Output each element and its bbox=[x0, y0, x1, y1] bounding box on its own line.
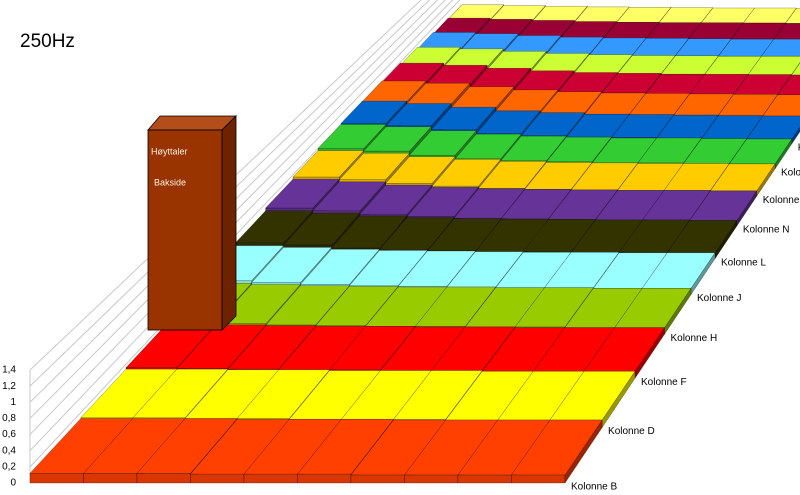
bar-front bbox=[136, 473, 191, 484]
bar-top bbox=[215, 284, 301, 324]
bar-top bbox=[176, 324, 267, 369]
series-label: Kolonne H bbox=[670, 333, 717, 344]
bar-top bbox=[791, 62, 800, 76]
bar-top bbox=[777, 74, 800, 96]
bar-front bbox=[190, 473, 245, 484]
y-tick-label: 0,4 bbox=[2, 445, 16, 456]
series-label: Kolonne R bbox=[781, 168, 800, 179]
box-side bbox=[221, 115, 237, 331]
series-label: Kolonne L bbox=[721, 257, 766, 268]
bar-top bbox=[475, 110, 541, 134]
bar-top bbox=[340, 100, 408, 124]
bar-front bbox=[297, 473, 352, 484]
bar-front bbox=[83, 473, 138, 484]
y-tick-label: 0,8 bbox=[2, 413, 16, 424]
bar-front bbox=[457, 474, 512, 484]
bar-top bbox=[227, 325, 317, 370]
bar-top bbox=[453, 188, 526, 219]
series-label: Kolonne D bbox=[608, 426, 655, 437]
grid-line bbox=[29, 0, 454, 435]
bar-top bbox=[297, 419, 395, 475]
bar-top bbox=[393, 370, 483, 420]
bar-top bbox=[546, 136, 612, 163]
series-label: Kolonne B bbox=[571, 482, 617, 493]
bar-front bbox=[29, 473, 84, 484]
grid-line bbox=[29, 0, 439, 403]
bar-top bbox=[431, 159, 502, 187]
bar-top bbox=[520, 112, 586, 136]
series-label: Kolonne N bbox=[743, 225, 790, 236]
series-label: Kolonne J bbox=[697, 293, 741, 304]
box-top bbox=[147, 115, 237, 131]
bar-top bbox=[785, 8, 800, 24]
bar-top bbox=[406, 186, 479, 217]
bar-top bbox=[618, 219, 691, 253]
bar-top bbox=[251, 247, 333, 283]
bar-top bbox=[454, 133, 522, 160]
y-tick-label: 0 bbox=[10, 478, 16, 489]
bar-top bbox=[299, 248, 380, 285]
bar-top bbox=[397, 250, 476, 287]
bar-top bbox=[511, 419, 603, 476]
bar-top bbox=[136, 418, 238, 474]
y-tick-label: 0,6 bbox=[2, 429, 16, 440]
bar-top bbox=[359, 184, 433, 215]
bar-top bbox=[430, 106, 497, 130]
y-tick-label: 1,4 bbox=[2, 365, 16, 376]
bar-top bbox=[385, 156, 456, 184]
bar-front bbox=[511, 474, 566, 484]
bar-top bbox=[514, 287, 594, 328]
y-tick-label: 1,2 bbox=[2, 381, 16, 392]
bar-top bbox=[329, 326, 416, 370]
bar-top bbox=[265, 285, 350, 326]
bar-top bbox=[317, 124, 387, 149]
bar-top bbox=[408, 130, 477, 156]
bar-top bbox=[637, 137, 702, 164]
bar-top bbox=[348, 250, 428, 286]
speaker-box: Høyttaler Bakside bbox=[147, 115, 237, 331]
bar-top bbox=[292, 150, 365, 178]
bar-front bbox=[350, 474, 405, 484]
grid-line bbox=[29, 0, 461, 452]
grid-line bbox=[29, 0, 446, 419]
grid-line bbox=[29, 0, 422, 371]
grid-line bbox=[29, 0, 431, 387]
bar-top bbox=[414, 286, 497, 327]
bar-top bbox=[611, 114, 675, 138]
plot: Kolonne AFKolonne ADKolonne ABKolonne ZK… bbox=[29, 4, 800, 493]
bar-top bbox=[500, 135, 567, 162]
bar-front bbox=[243, 473, 298, 484]
bar-top bbox=[265, 178, 340, 209]
bar-top bbox=[379, 217, 455, 251]
bar-top bbox=[331, 215, 408, 249]
bar-top bbox=[773, 23, 800, 40]
bar-top bbox=[235, 210, 314, 243]
chart-title: 250Hz bbox=[20, 31, 75, 52]
bar-top bbox=[132, 368, 229, 418]
bar-top bbox=[522, 219, 596, 252]
bar-top bbox=[315, 286, 399, 326]
bar-top bbox=[338, 152, 410, 180]
y-tick-label: 0,2 bbox=[2, 461, 16, 472]
bar-top bbox=[283, 212, 361, 246]
annotation: Bakside bbox=[154, 177, 186, 187]
bar-top bbox=[500, 189, 572, 219]
series-label: Kolonne P bbox=[763, 195, 800, 206]
bar-top bbox=[385, 103, 452, 127]
box-front bbox=[147, 129, 223, 331]
bar-top bbox=[478, 161, 547, 189]
series-label: Kolonne T bbox=[798, 143, 800, 154]
bar-top bbox=[312, 181, 387, 212]
annotation: Høyttaler bbox=[151, 146, 188, 156]
bar-top bbox=[236, 369, 331, 419]
bar-front bbox=[404, 474, 459, 484]
series-label: Kolonne F bbox=[641, 377, 687, 388]
y-tick-label: 1 bbox=[10, 397, 16, 408]
bar-top bbox=[363, 126, 432, 152]
